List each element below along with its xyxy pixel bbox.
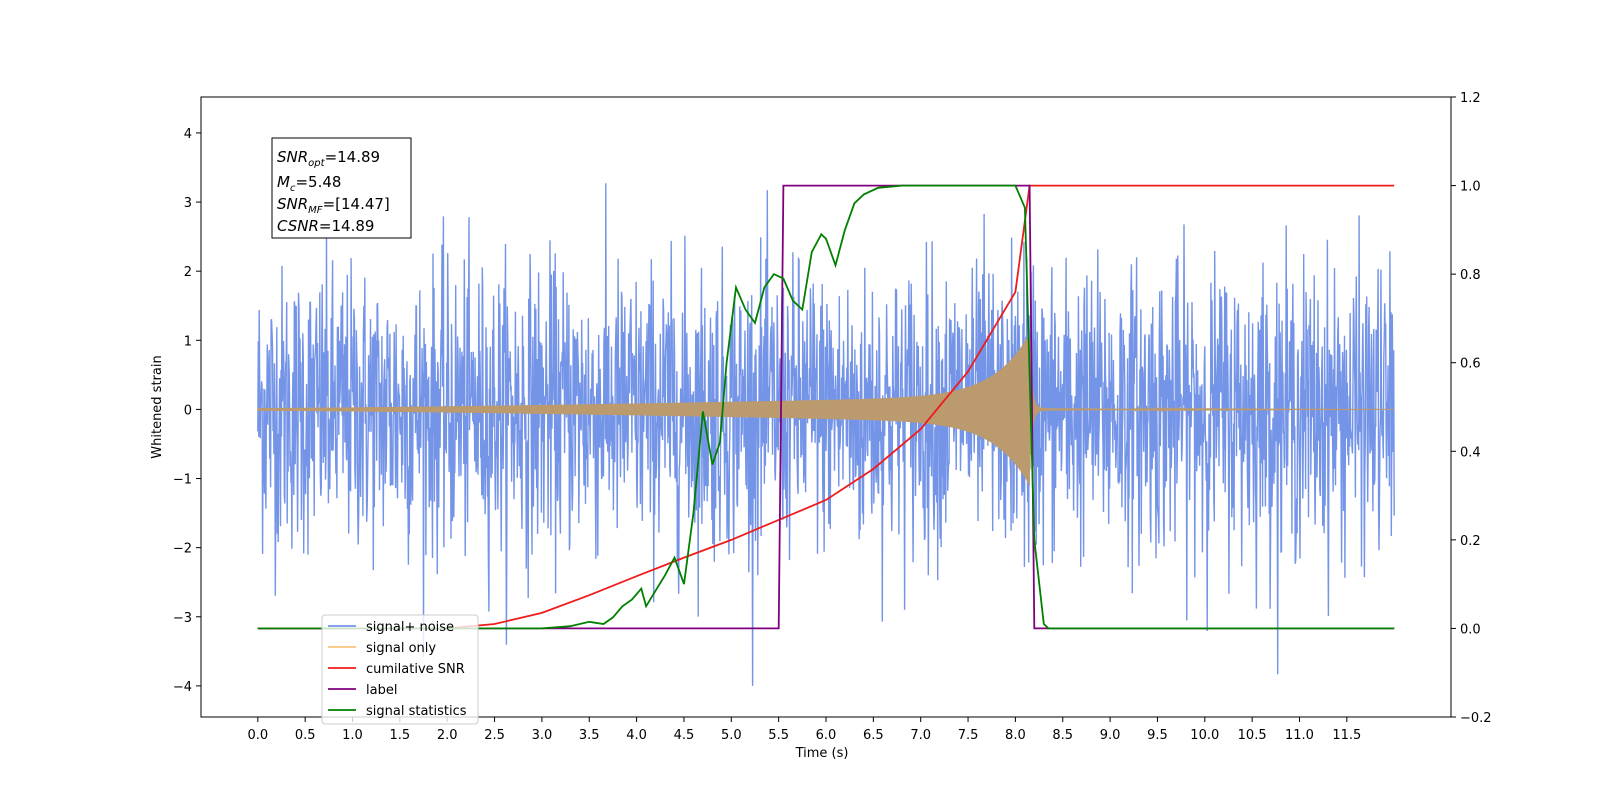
x-tick-label: 2.5 bbox=[484, 728, 505, 743]
info-mc: Mc=5.48 bbox=[277, 173, 341, 194]
y-axis-right: 1.2 1.0 0.8 0.6 0.4 0.2 0.0 −0.2 bbox=[1451, 91, 1492, 726]
y-tick-label-right: 0.6 bbox=[1460, 357, 1481, 372]
legend-item-signal-plus-noise: signal+ noise bbox=[328, 620, 454, 635]
x-tick-label: 10.5 bbox=[1238, 728, 1267, 743]
series-signal-only bbox=[257, 334, 1395, 486]
x-tick-label: 7.0 bbox=[910, 728, 931, 743]
x-tick-label: 4.5 bbox=[674, 728, 695, 743]
info-snr-mf: SNRMF=[14.47] bbox=[277, 195, 390, 216]
x-tick-label: 4.0 bbox=[626, 728, 647, 743]
x-tick-label: 3.0 bbox=[532, 728, 553, 743]
x-axis-label: Time (s) bbox=[795, 746, 849, 761]
y-tick-label-right: 0.8 bbox=[1460, 268, 1481, 283]
plot-area bbox=[257, 183, 1395, 686]
x-tick-label: 8.5 bbox=[1052, 728, 1073, 743]
x-tick-label: 6.0 bbox=[816, 728, 837, 743]
y-tick-label-right: 1.0 bbox=[1460, 180, 1481, 195]
info-csnr: CSNR=14.89 bbox=[277, 217, 374, 235]
x-tick-label: 6.5 bbox=[863, 728, 884, 743]
y-tick-label-left: 1 bbox=[184, 334, 192, 349]
y-tick-label-right: 0.2 bbox=[1460, 534, 1481, 549]
series-signal-statistics bbox=[257, 184, 1395, 630]
y-tick-label-left: 0 bbox=[184, 403, 192, 418]
y-tick-label-right: 0.4 bbox=[1460, 445, 1481, 460]
legend-item-cumulative-snr: cumilative SNR bbox=[328, 662, 465, 677]
y-tick-label-right: −0.2 bbox=[1460, 711, 1492, 726]
y-tick-label-left: −3 bbox=[173, 611, 192, 626]
y-tick-label-left: 2 bbox=[184, 265, 192, 280]
x-tick-label: 2.0 bbox=[437, 728, 458, 743]
y-tick-label-left: −2 bbox=[173, 542, 192, 557]
x-tick-label: 11.5 bbox=[1332, 728, 1361, 743]
legend-item-label: label bbox=[328, 683, 397, 698]
x-tick-label: 9.0 bbox=[1100, 728, 1121, 743]
y-axis-left: 4 3 2 1 0 −1 −2 −3 −4 bbox=[173, 127, 201, 695]
legend-item-signal-statistics: signal statistics bbox=[328, 704, 467, 719]
svg-text:label: label bbox=[366, 683, 397, 698]
x-tick-label: 0.0 bbox=[247, 728, 268, 743]
y-tick-label-left: −4 bbox=[173, 680, 192, 695]
legend-item-signal-only: signal only bbox=[328, 641, 436, 656]
x-tick-label: 8.0 bbox=[1005, 728, 1026, 743]
y-tick-label-right: 0.0 bbox=[1460, 622, 1481, 637]
x-tick-label: 5.5 bbox=[768, 728, 789, 743]
y-tick-label-left: 4 bbox=[184, 127, 192, 142]
x-tick-label: 1.5 bbox=[390, 728, 411, 743]
svg-text:signal+ noise: signal+ noise bbox=[366, 620, 454, 635]
x-tick-label: 10.0 bbox=[1190, 728, 1219, 743]
y-tick-label-left: 3 bbox=[184, 196, 192, 211]
info-snr-opt: SNRopt=14.89 bbox=[277, 148, 380, 169]
x-tick-label: 11.0 bbox=[1285, 728, 1314, 743]
x-axis: 0.0 0.5 1.0 1.5 2.0 2.5 3.0 3.5 4.0 4.5 5.0 5.5 6.0 6… bbox=[247, 717, 1361, 743]
x-tick-label: 0.5 bbox=[295, 728, 316, 743]
y-tick-label-left: −1 bbox=[173, 473, 192, 488]
x-tick-label: 9.5 bbox=[1147, 728, 1168, 743]
x-tick-label: 7.5 bbox=[958, 728, 979, 743]
svg-text:signal statistics: signal statistics bbox=[366, 704, 467, 719]
info-box: SNRopt=14.89 Mc=5.48 SNRMF=[14.47] CSNR=… bbox=[271, 137, 412, 239]
svg-text:signal only: signal only bbox=[366, 641, 436, 656]
x-tick-label: 1.0 bbox=[342, 728, 363, 743]
y-tick-label-right: 1.2 bbox=[1460, 91, 1481, 106]
series-signal-plus-noise bbox=[257, 183, 1395, 686]
y-axis-label-left: Whitened strain bbox=[150, 355, 165, 458]
svg-text:cumilative SNR: cumilative SNR bbox=[366, 662, 465, 677]
x-tick-label: 5.0 bbox=[721, 728, 742, 743]
x-tick-label: 3.5 bbox=[579, 728, 600, 743]
legend: signal+ noise signal only cumilative SNR… bbox=[321, 614, 479, 725]
series-cumulative-snr bbox=[257, 184, 1395, 630]
